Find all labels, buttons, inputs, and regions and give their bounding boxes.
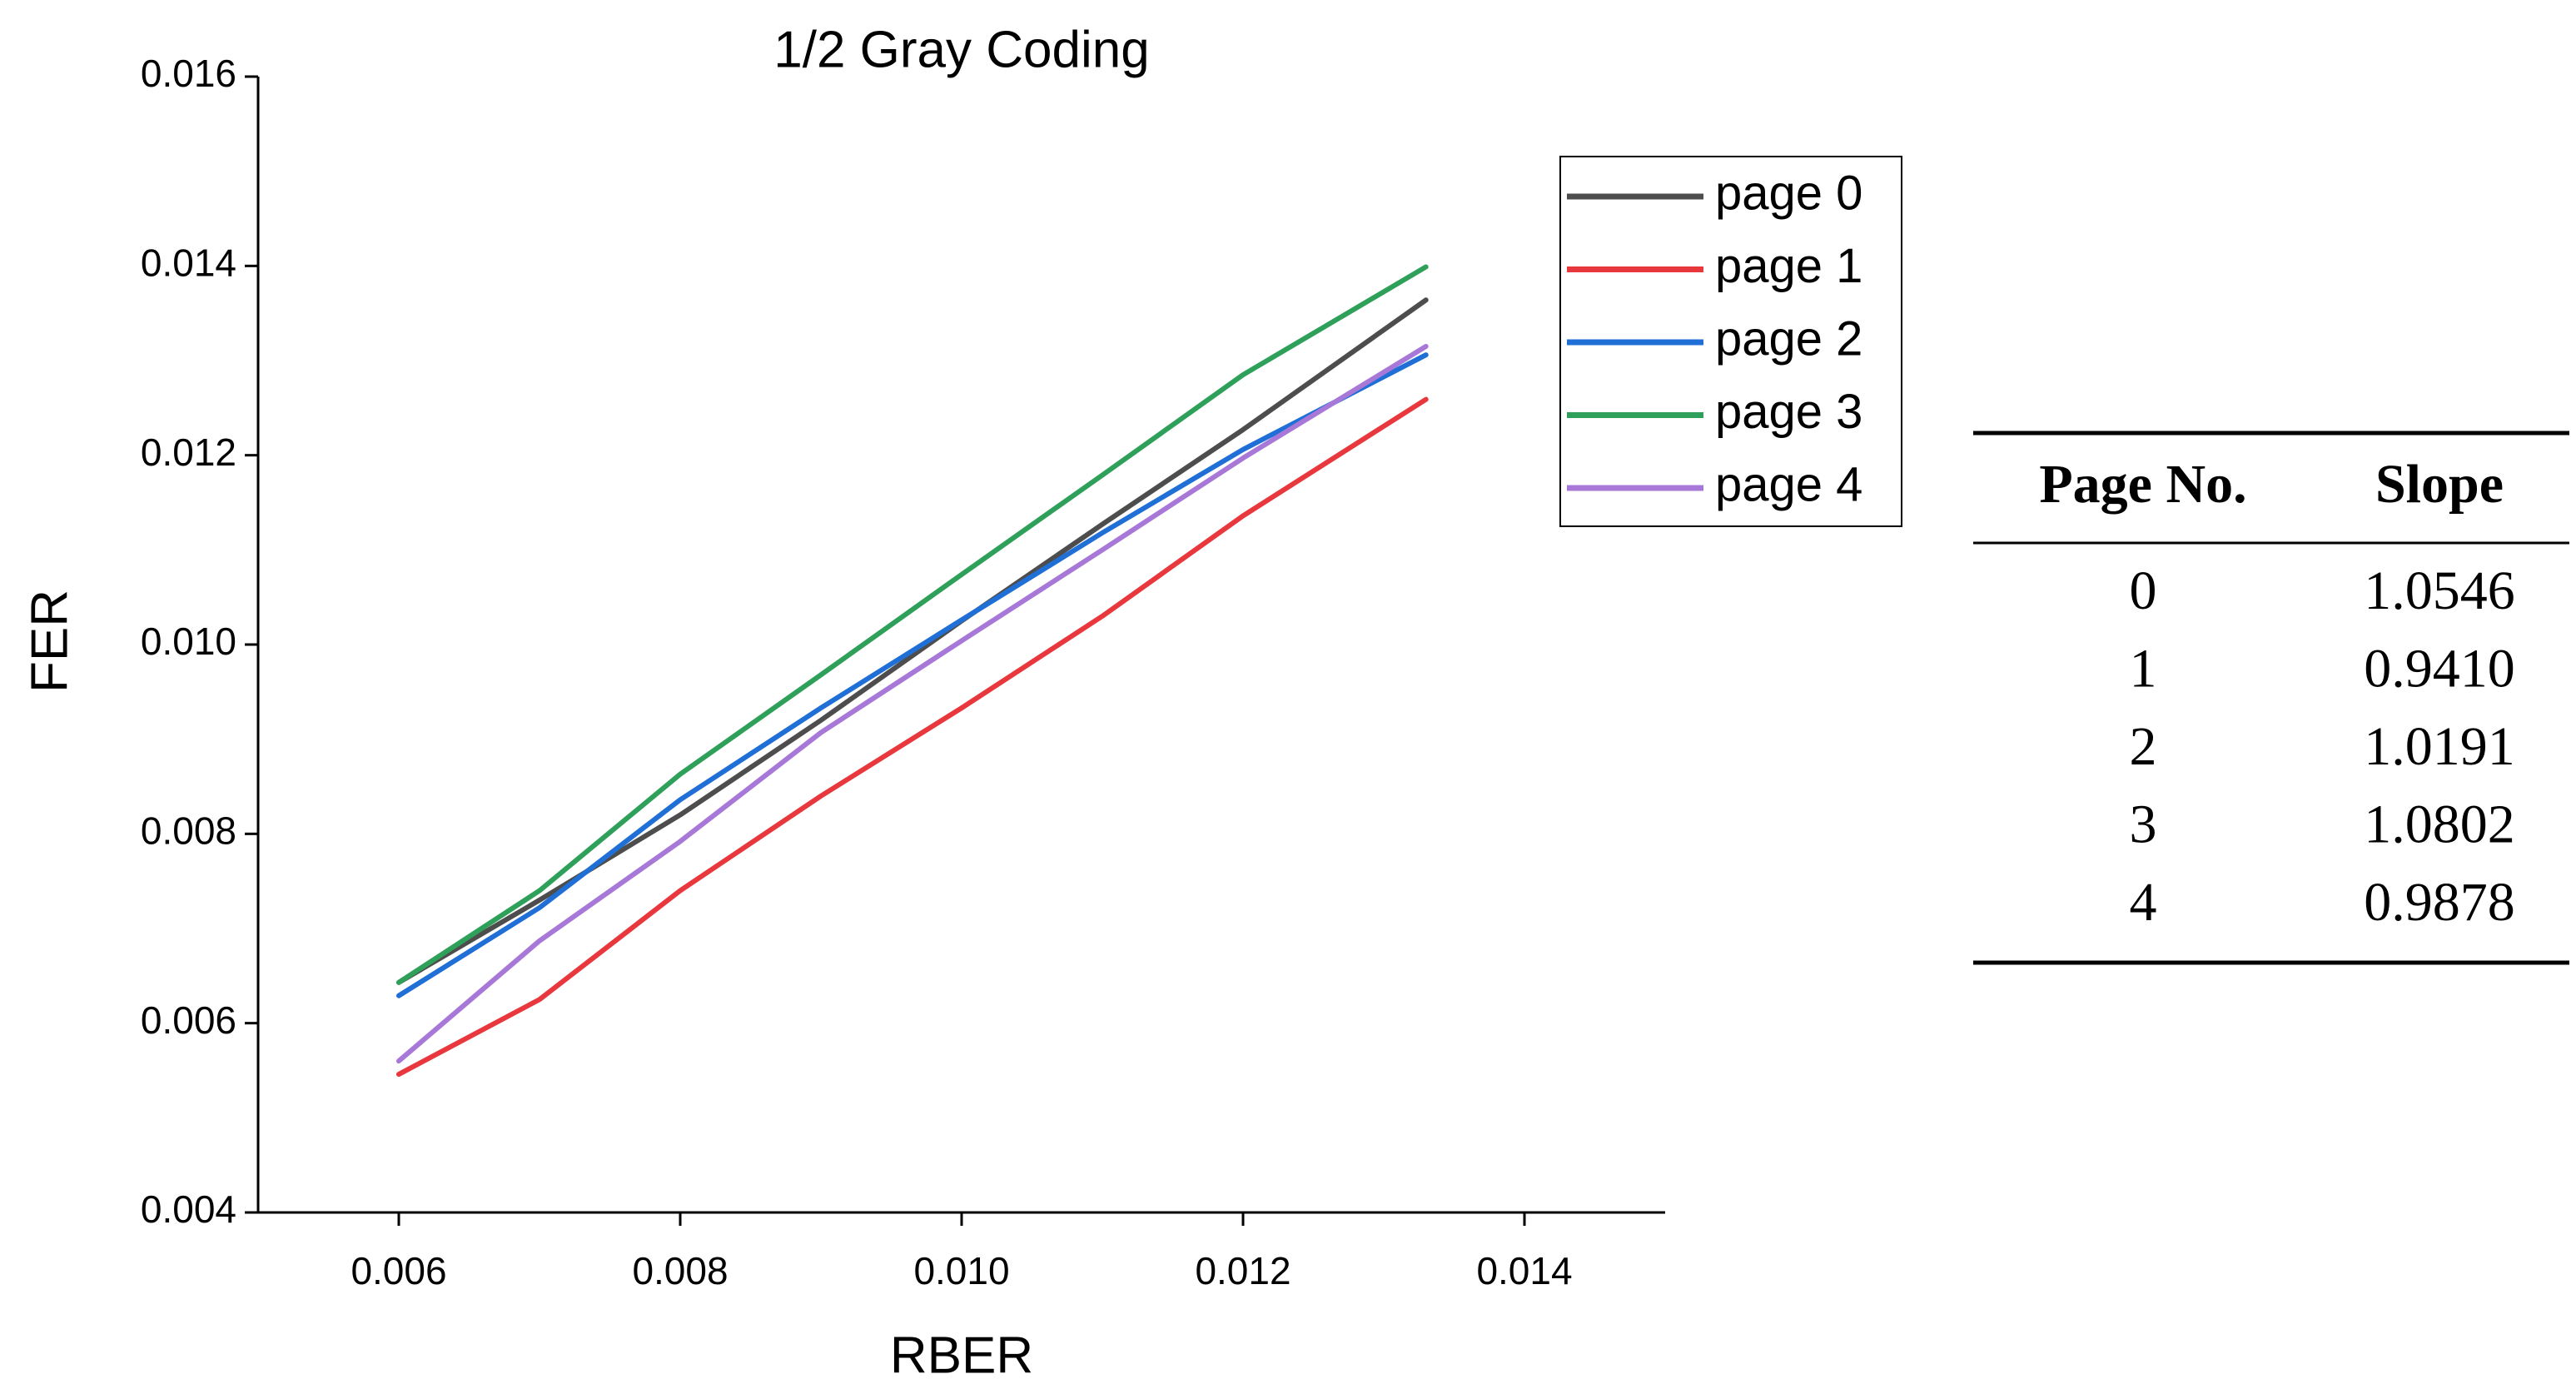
table-header: Slope — [2375, 454, 2504, 515]
x-tick-label: 0.008 — [632, 1249, 728, 1292]
x-tick-label: 0.014 — [1476, 1249, 1572, 1292]
series-line — [396, 352, 1429, 998]
legend-label: page 0 — [1715, 166, 1862, 220]
table-cell: 1.0546 — [2364, 560, 2515, 621]
table-cell: 1 — [2130, 639, 2157, 700]
x-tick-label: 0.012 — [1195, 1249, 1290, 1292]
table-cell: 3 — [2130, 794, 2157, 855]
y-tick-label: 0.014 — [141, 241, 236, 284]
y-tick-label: 0.010 — [141, 620, 236, 663]
y-tick-label: 0.008 — [141, 809, 236, 852]
series-line — [396, 297, 1429, 985]
series-line — [396, 396, 1429, 1078]
chart-title: 1/2 Gray Coding — [773, 21, 1149, 78]
table-cell: 2 — [2130, 716, 2157, 777]
y-tick-label: 0.006 — [141, 998, 236, 1042]
x-tick-label: 0.010 — [913, 1249, 1009, 1292]
legend-label: page 4 — [1715, 457, 1862, 511]
table-cell: 0.9410 — [2364, 639, 2515, 700]
table-cell: 4 — [2130, 872, 2157, 933]
x-axis-label: RBER — [890, 1327, 1033, 1384]
table-cell: 1.0802 — [2364, 794, 2515, 855]
y-tick-label: 0.016 — [141, 52, 236, 95]
table-cell: 0 — [2130, 560, 2157, 621]
table-header: Page No. — [2039, 454, 2246, 515]
series-line — [396, 264, 1429, 985]
table-cell: 0.9878 — [2364, 872, 2515, 933]
table-cell: 1.0191 — [2364, 716, 2515, 777]
legend-label: page 2 — [1715, 311, 1862, 366]
y-axis-label: FER — [21, 590, 78, 693]
series-line — [396, 343, 1429, 1064]
legend-label: page 3 — [1715, 385, 1862, 439]
x-tick-label: 0.006 — [351, 1249, 446, 1292]
y-tick-label: 0.004 — [141, 1187, 236, 1231]
y-tick-label: 0.012 — [141, 431, 236, 474]
legend-label: page 1 — [1715, 239, 1862, 293]
